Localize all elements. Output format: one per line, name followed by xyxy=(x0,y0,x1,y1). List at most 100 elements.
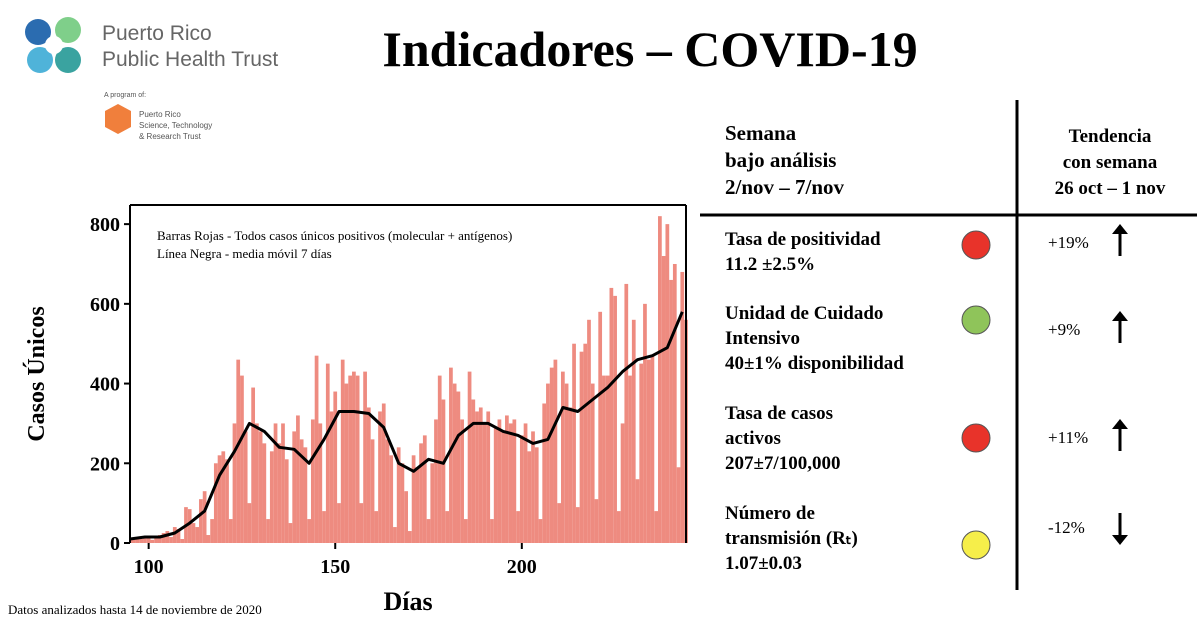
bar xyxy=(564,383,569,543)
bar xyxy=(460,419,464,543)
bar xyxy=(262,443,267,543)
bar xyxy=(258,431,263,543)
bar xyxy=(508,423,513,543)
bar xyxy=(490,519,494,543)
legend-entry: Línea Negra - media móvil 7 días xyxy=(157,246,332,261)
bar xyxy=(639,363,644,543)
bar xyxy=(374,511,379,543)
bar xyxy=(146,538,151,543)
bar xyxy=(658,216,662,543)
bar xyxy=(217,455,222,543)
bar xyxy=(378,411,382,543)
program-of: A program of: xyxy=(104,92,146,99)
bar xyxy=(631,319,636,543)
bar xyxy=(143,537,147,543)
status-dot xyxy=(961,530,991,560)
bar xyxy=(225,459,229,543)
bar xyxy=(176,529,181,543)
bar xyxy=(381,403,386,543)
status-dot xyxy=(961,305,991,335)
x-tick-label: 100 xyxy=(134,556,164,578)
bar xyxy=(180,539,185,543)
bar xyxy=(352,371,356,543)
bar xyxy=(228,519,233,543)
bar xyxy=(187,509,192,543)
indicator-label: Tasa de positividad xyxy=(725,229,881,250)
bar xyxy=(605,375,610,543)
bar xyxy=(277,443,282,543)
bar xyxy=(363,371,367,543)
bar xyxy=(575,507,580,543)
bar xyxy=(441,399,446,543)
bar xyxy=(452,383,457,543)
bar xyxy=(221,451,226,543)
bar xyxy=(269,451,274,543)
status-dot xyxy=(961,423,991,453)
logo xyxy=(25,17,81,73)
bar xyxy=(385,439,390,543)
bar xyxy=(243,431,248,543)
bar xyxy=(359,503,364,543)
y-label: Casos Únicos xyxy=(24,306,50,441)
sub-org: Puerto Rico xyxy=(139,110,181,119)
x-label: Días xyxy=(383,587,432,616)
bar xyxy=(583,343,588,543)
indicator-label: 40±1% disponibilidad xyxy=(725,353,904,374)
indicator-label: 1.07±0.03 xyxy=(725,553,802,574)
bar xyxy=(482,423,487,543)
bar xyxy=(348,375,353,543)
indicators: Semana bajo análisis 2/nov – 7/nov Tendenci… xyxy=(725,121,1166,574)
bar xyxy=(169,537,173,543)
bar xyxy=(661,256,666,543)
bar xyxy=(572,343,576,543)
bar xyxy=(307,519,311,543)
bar xyxy=(616,511,621,543)
sub-logo xyxy=(105,104,131,134)
bar xyxy=(587,319,591,543)
indicator-label: 207±7/100,000 xyxy=(725,453,840,474)
y-tick-label: 600 xyxy=(90,294,120,316)
bar xyxy=(434,419,438,543)
bar xyxy=(135,537,140,543)
bar xyxy=(273,423,278,543)
bar xyxy=(415,467,420,543)
bar xyxy=(310,419,315,543)
bar xyxy=(426,519,431,543)
bar xyxy=(471,399,476,543)
indicator-label: Número de xyxy=(725,503,815,524)
legend-entry: Barras Rojas - Todos casos únicos positi… xyxy=(157,228,512,243)
bar xyxy=(598,311,603,543)
bar xyxy=(292,431,297,543)
bar xyxy=(430,463,435,543)
bar xyxy=(318,423,323,543)
trend-header: Tendencia xyxy=(1069,126,1152,147)
bar xyxy=(355,375,360,543)
bar xyxy=(281,423,285,543)
bar xyxy=(531,431,535,543)
bar xyxy=(579,351,584,543)
bar xyxy=(505,415,509,543)
x-tick-label: 200 xyxy=(507,556,537,578)
indicator-label: Tasa de casos xyxy=(725,403,833,424)
trend-header: 26 oct – 1 nov xyxy=(1055,178,1166,199)
bar xyxy=(538,519,543,543)
bar xyxy=(210,519,214,543)
bar xyxy=(236,359,241,543)
footer: Datos analizados hasta 14 de noviembre d… xyxy=(8,602,262,617)
bar xyxy=(602,375,606,543)
bar xyxy=(594,499,599,543)
bar xyxy=(475,411,479,543)
bar xyxy=(329,411,334,543)
bar xyxy=(161,533,166,543)
bar xyxy=(191,523,196,543)
bar xyxy=(165,531,170,543)
bar xyxy=(344,383,349,543)
bar xyxy=(672,263,677,543)
bar xyxy=(613,295,617,543)
trend-arrow-head xyxy=(1112,419,1128,429)
trend-arrow-head xyxy=(1112,311,1128,321)
bar xyxy=(635,479,640,543)
bar xyxy=(288,523,293,543)
bar xyxy=(546,383,550,543)
